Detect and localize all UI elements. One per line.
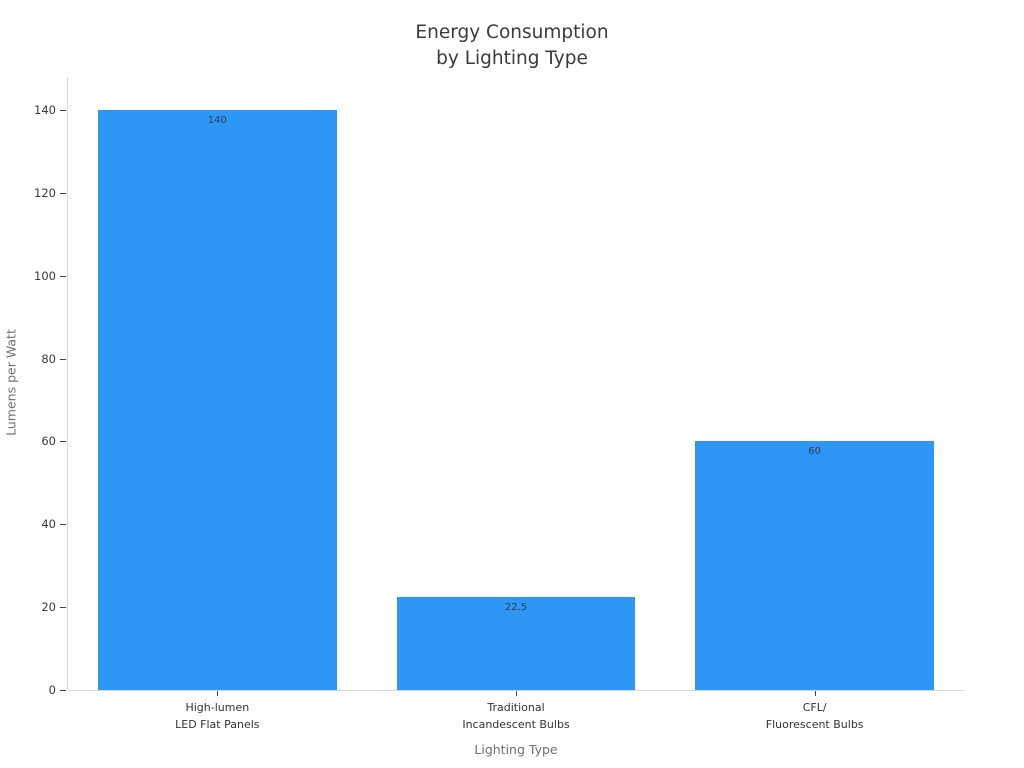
y-tick-mark bbox=[60, 690, 66, 691]
y-tick-mark bbox=[60, 275, 66, 277]
bar-value-label: 140 bbox=[207, 115, 227, 126]
bar bbox=[695, 441, 935, 690]
y-tick-label: 20 bbox=[41, 600, 56, 615]
chart-title: Energy Consumption by Lighting Type bbox=[415, 22, 609, 69]
y-tick-label: 40 bbox=[41, 517, 56, 532]
y-tick-label: 80 bbox=[41, 351, 56, 366]
y-tick-label: 140 bbox=[34, 103, 56, 117]
y-tick-label: 60 bbox=[41, 434, 56, 449]
x-tick-label: High-lumen LED Flat Panels bbox=[175, 701, 260, 731]
x-axis-line bbox=[68, 690, 964, 691]
y-tick-mark bbox=[60, 192, 66, 194]
x-tick-label: Traditional Incandescent Bulbs bbox=[462, 701, 570, 731]
y-axis-line bbox=[67, 78, 68, 690]
y-tick-label: 0 bbox=[48, 683, 56, 697]
bar-value-label: 60 bbox=[808, 446, 822, 458]
x-axis-title: Lighting Type bbox=[474, 742, 558, 757]
bar bbox=[97, 110, 337, 690]
y-tick-mark bbox=[60, 441, 66, 443]
x-tick-mark bbox=[217, 691, 219, 696]
y-tick-mark bbox=[60, 607, 66, 609]
x-tick-mark bbox=[516, 691, 517, 696]
y-tick-label: 120 bbox=[34, 185, 56, 200]
y-tick-mark bbox=[60, 524, 66, 526]
bar-value-label: 22.5 bbox=[504, 601, 528, 613]
bar bbox=[396, 596, 636, 690]
x-tick-mark bbox=[814, 691, 816, 696]
y-tick-label: 100 bbox=[34, 268, 56, 283]
x-tick-label: CFL/ Fluorescent Bulbs bbox=[765, 701, 864, 731]
y-tick-mark bbox=[60, 110, 66, 111]
y-tick-mark bbox=[60, 358, 66, 360]
